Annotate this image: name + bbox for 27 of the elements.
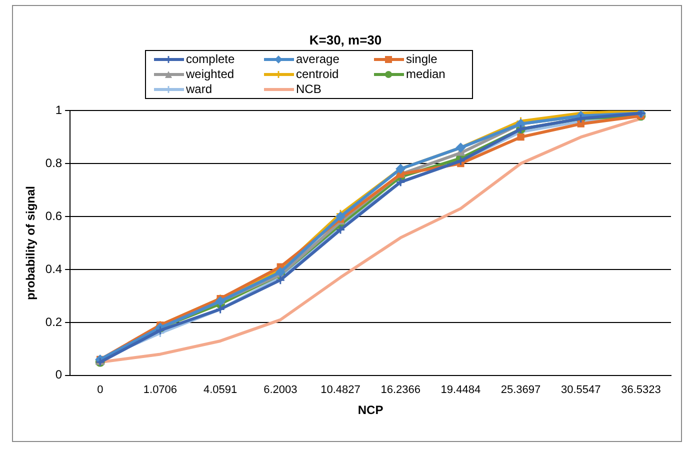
chart-title: K=30, m=30 [309,32,382,48]
y-tick-label: 0.8 [45,156,62,170]
x-axis-title: NCP [358,403,384,418]
legend-label: weighted [186,67,234,82]
x-tick-label: 0 [97,384,104,396]
x-tick-label: 30.5547 [560,384,601,396]
x-tick-label: 4.0591 [203,384,238,396]
x-tick-label: 1.0706 [143,384,178,396]
y-tick-label: 0.2 [45,314,62,329]
x-tick-label: 25.3697 [500,384,541,396]
y-tick-label: 0.4 [45,262,62,276]
x-tick-label: 36.5323 [621,384,661,396]
legend-label: complete [186,52,235,67]
y-tick-label: 0.6 [45,208,62,223]
x-tick-label: 10.4827 [320,384,360,396]
legend-label: single [406,52,438,67]
legend-label: ward [186,82,212,97]
x-tick-label: 19.4484 [440,384,481,396]
y-axis-title: probability of signal [24,186,38,300]
y-tick-label: 1 [55,102,62,117]
legend-label: average [296,52,340,67]
x-tick-label: 6.2003 [264,384,298,396]
legend-label: NCB [296,82,322,97]
x-tick-label: 16.2366 [380,384,420,396]
legend-label: median [406,67,446,82]
y-tick-label: 0 [55,368,62,382]
legend-label: centroid [296,67,339,82]
